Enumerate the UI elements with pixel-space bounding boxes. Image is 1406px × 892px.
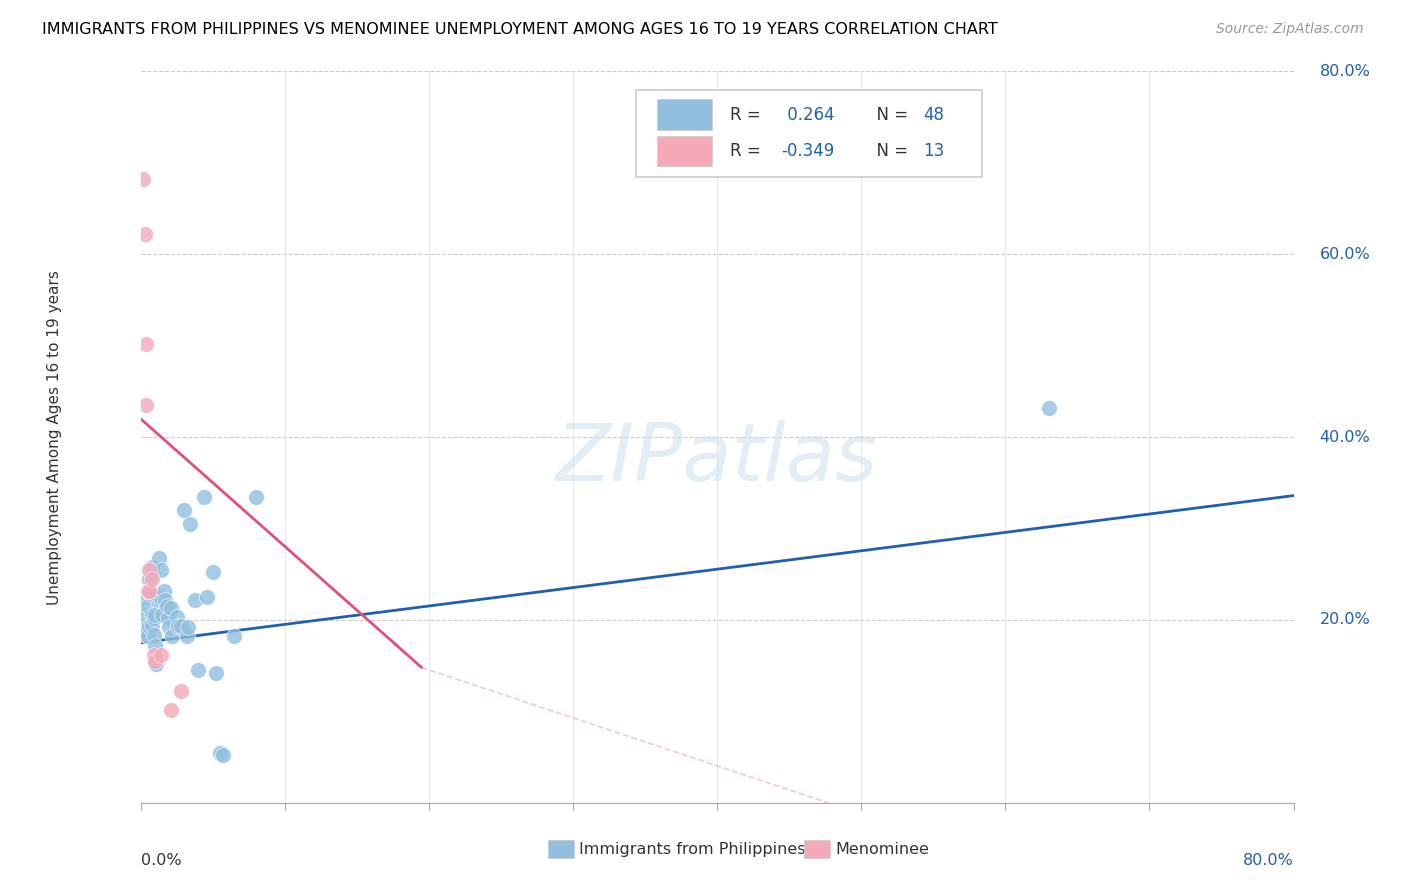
Point [138,572,160,586]
Point [166,610,188,624]
Point [160,601,183,615]
Text: 80.0%: 80.0% [1319,64,1371,78]
Point [141,560,163,574]
Point [132,172,155,186]
Point [204,665,226,680]
Point [142,648,165,662]
Point [141,608,163,623]
Point [136,599,159,614]
Text: 20.0%: 20.0% [1319,613,1371,627]
Point [162,629,184,643]
Point [149,648,172,662]
Point [150,592,173,607]
Text: Menominee: Menominee [835,842,929,856]
Point [156,611,179,625]
Point [152,583,174,598]
Point [1038,401,1060,415]
Text: 0.0%: 0.0% [141,853,181,868]
Point [160,702,183,716]
Point [138,583,160,598]
Point [142,611,165,625]
Point [135,398,157,412]
Point [141,617,163,632]
Text: -0.349: -0.349 [782,142,835,160]
Point [187,663,209,677]
Point [135,590,157,604]
Bar [657,99,713,130]
Text: 60.0%: 60.0% [1319,247,1371,261]
Point [177,620,200,634]
Point [141,572,163,586]
Text: 40.0%: 40.0% [1319,430,1371,444]
Point [146,592,169,607]
Point [224,629,246,643]
Point [167,619,190,633]
Point [159,620,180,634]
Text: 13: 13 [924,142,945,160]
Point [149,563,172,577]
Point [136,629,159,643]
Point [148,550,170,565]
Point [134,227,156,241]
Point [173,503,195,517]
Point [201,566,224,580]
Point [176,629,198,643]
Point [195,590,218,604]
Text: Source: ZipAtlas.com: Source: ZipAtlas.com [1216,22,1364,37]
Point [132,626,155,640]
Point [134,608,156,623]
Point [139,587,162,601]
Text: R =: R = [730,142,766,160]
Point [143,639,166,653]
Text: IMMIGRANTS FROM PHILIPPINES VS MENOMINEE UNEMPLOYMENT AMONG AGES 16 TO 19 YEARS : IMMIGRANTS FROM PHILIPPINES VS MENOMINEE… [42,22,998,37]
Point [170,684,193,698]
Bar [657,136,713,167]
Point [153,592,176,607]
Text: 80.0%: 80.0% [1243,853,1294,868]
Point [142,628,165,642]
Point [138,563,160,577]
Point [143,608,166,623]
Point [245,490,267,504]
Text: 0.264: 0.264 [782,105,834,123]
Point [150,608,173,623]
Point [170,619,193,633]
Point [145,657,167,671]
Text: R =: R = [730,105,766,123]
Point [136,583,159,598]
Text: N =: N = [866,142,912,160]
Point [211,748,233,763]
Point [179,516,201,531]
Point [208,746,231,760]
Point [193,490,215,504]
Point [131,622,153,636]
Point [138,619,160,633]
Point [143,654,166,668]
Text: 48: 48 [924,105,945,123]
Point [148,590,170,604]
FancyBboxPatch shape [637,90,983,178]
Text: Immigrants from Philippines: Immigrants from Philippines [579,842,806,856]
Text: N =: N = [866,105,912,123]
Point [155,599,177,614]
Text: Unemployment Among Ages 16 to 19 years: Unemployment Among Ages 16 to 19 years [46,269,62,605]
Point [135,336,157,351]
Text: ZIPatlas: ZIPatlas [555,420,879,498]
Point [184,592,207,607]
